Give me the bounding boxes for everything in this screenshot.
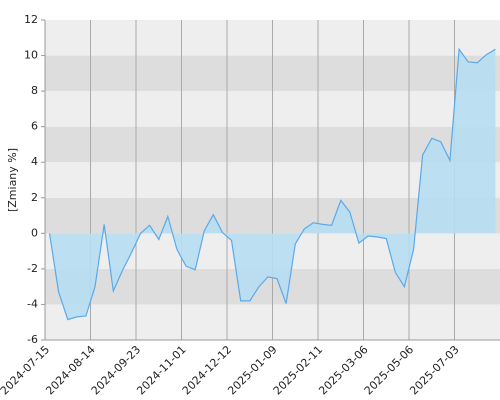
y-tick-label: 12 xyxy=(24,13,38,26)
y-tick-label: -6 xyxy=(27,333,38,346)
y-axis-label: [Zmiany %] xyxy=(6,148,19,212)
y-tick-label: 4 xyxy=(31,155,38,168)
area-line xyxy=(48,47,496,321)
y-tick-label: 8 xyxy=(31,84,38,97)
x-tick-label: 2025-07-03 xyxy=(407,343,461,397)
y-tick-label: -4 xyxy=(27,297,38,310)
y-tick-label: 6 xyxy=(31,120,38,133)
y-tick-label: 10 xyxy=(24,49,38,62)
area-fill xyxy=(49,49,496,320)
y-tick-label: 2 xyxy=(31,191,38,204)
y-tick-label: -2 xyxy=(27,262,38,275)
y-tick-label: 0 xyxy=(31,226,38,239)
